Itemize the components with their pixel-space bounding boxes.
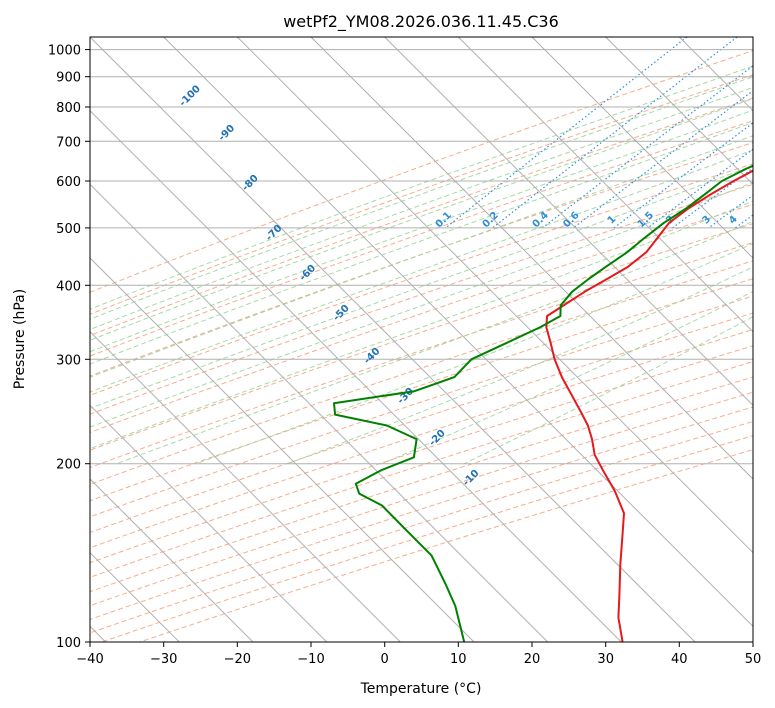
x-tick-label: 0 [381, 652, 389, 667]
dry-adiabat [90, 260, 753, 485]
isotherm-line [163, 37, 753, 628]
background-lines [90, 37, 753, 642]
isotherm-line [384, 37, 753, 407]
x-tick-label: 20 [524, 652, 541, 667]
profile-series [333, 164, 753, 642]
x-axis: −40 −30 −20 −10 0 10 20 30 40 50 [76, 642, 761, 667]
x-tick-label: 40 [671, 652, 688, 667]
mixing-ratio-line [542, 65, 753, 229]
x-tick-label: 50 [745, 652, 762, 667]
x-tick-label: −20 [224, 652, 251, 667]
moist-adiabat [90, 76, 753, 320]
moist-adiabat [196, 242, 753, 465]
y-tick-label: 600 [56, 175, 81, 190]
isotherm-line [605, 37, 753, 186]
mixing-ratio-line [572, 89, 753, 229]
isotherm-line [90, 257, 475, 642]
moist-adiabat [90, 149, 753, 393]
isotherm-line [90, 183, 549, 642]
chart-title: wetPf2_YM08.2026.036.11.45.C36 [283, 12, 559, 32]
y-tick-label: 300 [56, 353, 81, 368]
isotherm-line [90, 37, 696, 642]
isotherm-line [457, 37, 753, 333]
dry-adiabat [90, 97, 753, 337]
temperature-line [545, 169, 753, 642]
y-tick-label: 400 [56, 279, 81, 294]
dry-adiabat [90, 163, 753, 396]
x-tick-label: −10 [297, 652, 324, 667]
pressure-gridlines [90, 37, 753, 642]
y-axis: 100 200 300 400 500 600 700 800 900 1000 [48, 44, 90, 651]
dry-adiabat [90, 50, 753, 293]
y-tick-label: 700 [56, 135, 81, 150]
isotherm-line [90, 478, 254, 642]
x-tick-label: 30 [597, 652, 614, 667]
dry-adiabat [90, 278, 753, 502]
isotherm-line [531, 37, 753, 259]
isotherm-line [90, 330, 401, 642]
dewpoint-line [333, 164, 753, 642]
dry-adiabat [90, 142, 753, 377]
dry-adiabat [90, 361, 753, 578]
isotherm-line [236, 37, 753, 554]
dry-adiabat [90, 241, 753, 469]
moist-adiabat [463, 316, 753, 465]
isotherm-line [310, 37, 753, 480]
moist-adiabat [287, 266, 753, 465]
x-axis-title: Temperature (°C) [360, 681, 482, 697]
x-tick-label: 10 [450, 652, 467, 667]
moist-adiabat [90, 109, 753, 353]
y-tick-label: 900 [56, 71, 81, 86]
y-tick-label: 500 [56, 222, 81, 237]
moist-adiabat [90, 122, 753, 365]
x-tick-label: −30 [150, 652, 177, 667]
dry-adiabat [90, 223, 753, 451]
moist-adiabat [90, 86, 753, 331]
y-tick-label: 800 [56, 101, 81, 116]
mixing-ratio-line [672, 167, 753, 229]
y-axis-title: Pressure (hPa) [12, 289, 28, 389]
mixing-ratio-line [492, 37, 738, 229]
dry-adiabat [90, 391, 753, 607]
moist-adiabat [90, 135, 753, 378]
y-tick-label: 1000 [48, 44, 81, 59]
plot-area: 0.1 0.2 0.4 0.6 1 1.5 2 3 4-100-90-80-70-60-50-4… [90, 37, 753, 642]
moist-adiabat [90, 65, 753, 310]
isotherm-line [90, 404, 328, 642]
x-tick-label: −40 [76, 652, 103, 667]
moist-adiabat [90, 200, 753, 450]
isotherm-line [90, 109, 622, 642]
dry-adiabat [90, 376, 753, 593]
dry-adiabat [90, 295, 753, 518]
dry-adiabat [90, 312, 753, 534]
y-tick-label: 200 [56, 458, 81, 473]
dry-adiabat [90, 329, 753, 549]
plot-frame [89, 36, 754, 643]
dry-adiabat [90, 345, 753, 564]
y-tick-label: 100 [56, 636, 81, 651]
